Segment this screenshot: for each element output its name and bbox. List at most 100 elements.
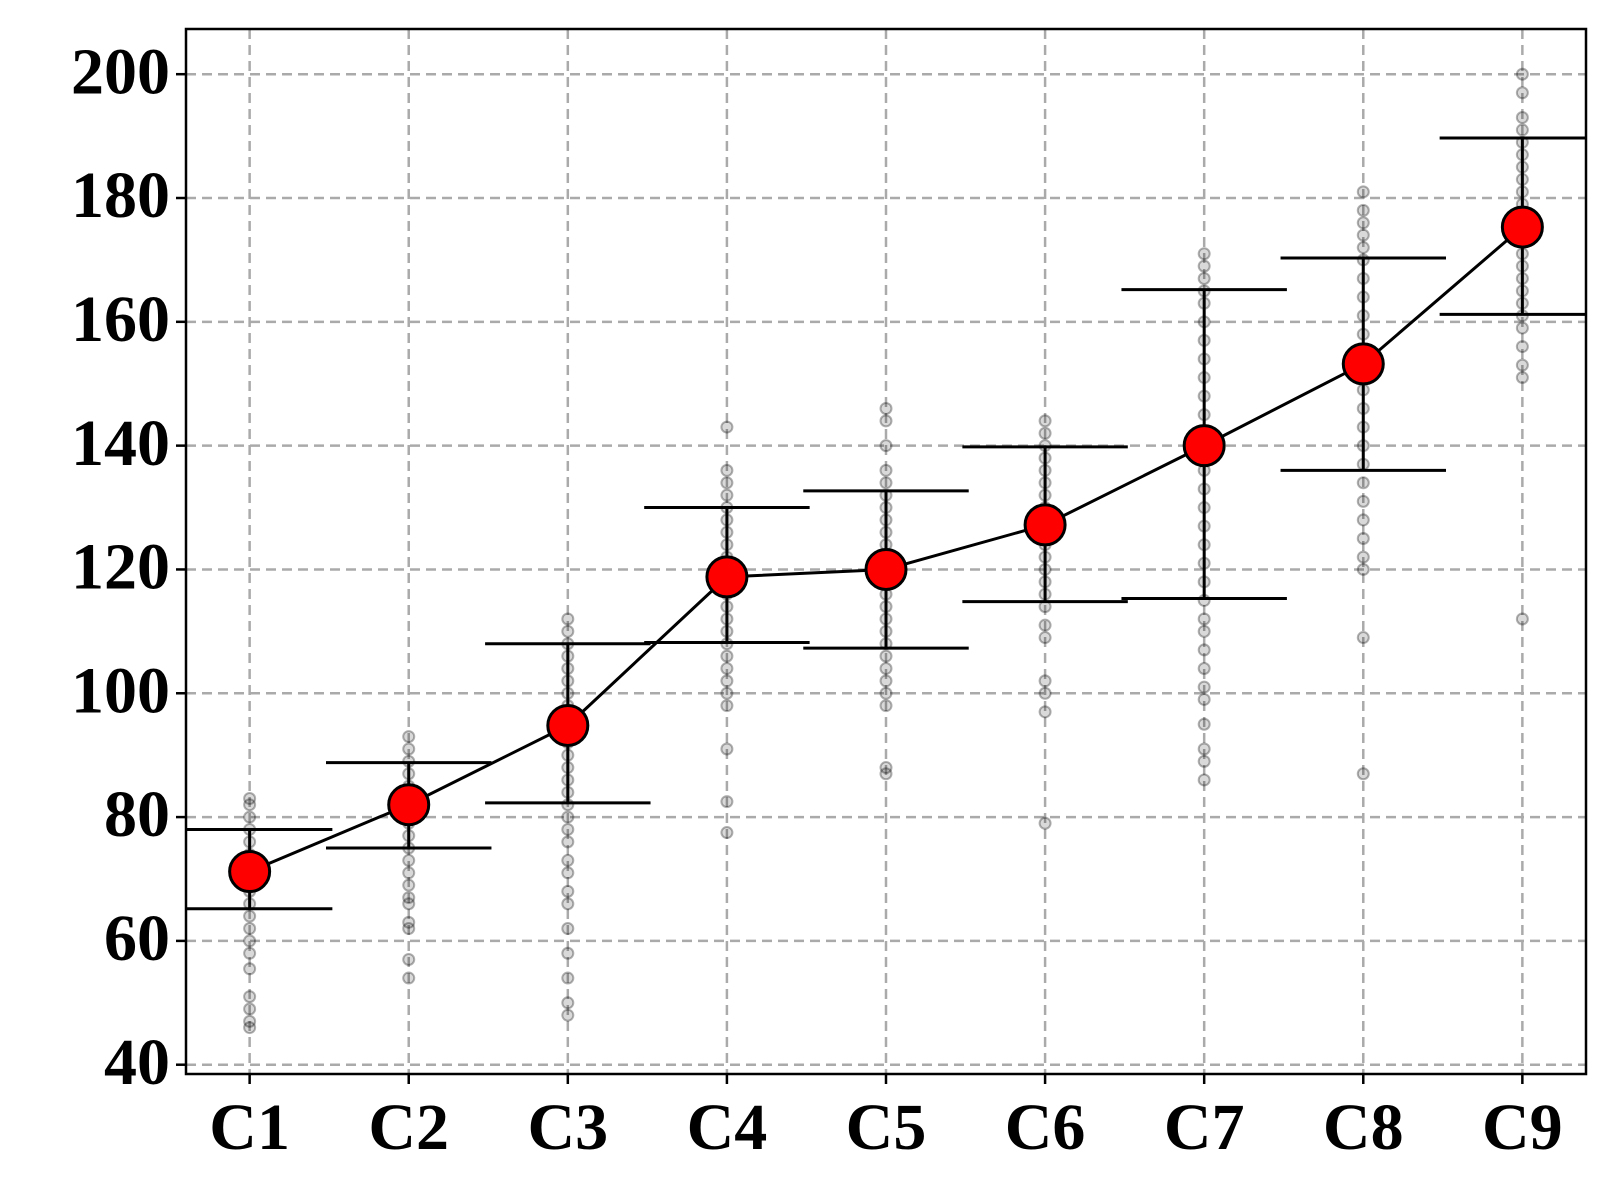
- y-tick-label: 80: [104, 778, 170, 851]
- data-point: [720, 420, 734, 434]
- data-point: [1038, 816, 1052, 830]
- data-point: [1356, 531, 1370, 545]
- data-point: [1515, 321, 1529, 335]
- data-point: [1515, 371, 1529, 385]
- data-point: [1356, 476, 1370, 490]
- data-point: [561, 884, 575, 898]
- data-point: [243, 909, 257, 923]
- data-point: [402, 897, 416, 911]
- data-point: [1356, 203, 1370, 217]
- data-point: [1515, 358, 1529, 372]
- x-tick-label: C2: [368, 1091, 449, 1164]
- data-point: [1038, 426, 1052, 440]
- x-tick-label: C9: [1482, 1091, 1563, 1164]
- data-point: [1197, 680, 1211, 694]
- data-point: [243, 962, 257, 976]
- y-tick-label: 180: [71, 159, 170, 232]
- data-point: [243, 1021, 257, 1035]
- data-point: [720, 488, 734, 502]
- data-point: [243, 792, 257, 806]
- data-point: [1356, 513, 1370, 527]
- data-point: [720, 476, 734, 490]
- x-tick-label: C8: [1323, 1091, 1404, 1164]
- data-point: [402, 742, 416, 756]
- data-point: [561, 971, 575, 985]
- data-point: [1356, 216, 1370, 230]
- y-tick-label: 100: [71, 654, 170, 727]
- x-tick-label: C4: [687, 1091, 768, 1164]
- data-point: [1356, 550, 1370, 564]
- data-point: [561, 897, 575, 911]
- x-tick-label: C5: [846, 1091, 927, 1164]
- mean-marker: [864, 547, 908, 591]
- data-point: [561, 835, 575, 849]
- data-point: [243, 934, 257, 948]
- mean-marker: [546, 703, 590, 747]
- mean-marker: [387, 783, 431, 827]
- data-point: [1197, 717, 1211, 731]
- data-point: [1197, 643, 1211, 657]
- data-point: [1197, 271, 1211, 285]
- data-point: [720, 795, 734, 809]
- data-point: [243, 1002, 257, 1016]
- data-point: [243, 990, 257, 1004]
- data-point: [1515, 111, 1529, 125]
- y-tick-label: 60: [104, 902, 170, 975]
- data-point: [561, 810, 575, 824]
- data-point: [243, 1014, 257, 1028]
- data-point: [1356, 494, 1370, 508]
- data-point: [561, 822, 575, 836]
- y-tick-label: 200: [71, 35, 170, 108]
- data-point: [879, 401, 893, 415]
- data-point: [1356, 631, 1370, 645]
- x-tick-label: C1: [209, 1091, 290, 1164]
- data-point: [1515, 123, 1529, 137]
- data-point: [879, 649, 893, 663]
- data-point: [720, 662, 734, 676]
- data-point: [720, 674, 734, 688]
- data-point: [720, 686, 734, 700]
- data-point: [1197, 754, 1211, 768]
- data-point: [1197, 624, 1211, 638]
- data-point: [1038, 631, 1052, 645]
- mean-marker: [228, 850, 272, 894]
- data-point: [720, 826, 734, 840]
- data-point: [1356, 562, 1370, 576]
- data-point: [1515, 86, 1529, 100]
- data-point: [402, 915, 416, 929]
- data-point: [402, 891, 416, 905]
- x-tick-label: C7: [1164, 1091, 1245, 1164]
- data-point: [1038, 414, 1052, 428]
- y-tick-label: 160: [71, 283, 170, 356]
- y-tick-label: 40: [104, 1026, 170, 1099]
- data-point: [402, 922, 416, 936]
- data-point: [879, 761, 893, 775]
- x-tick-label: C3: [527, 1091, 608, 1164]
- data-point: [243, 798, 257, 812]
- data-point: [720, 742, 734, 756]
- data-point: [1197, 742, 1211, 756]
- data-point: [561, 1008, 575, 1022]
- data-point: [1356, 185, 1370, 199]
- data-point: [1038, 686, 1052, 700]
- data-point: [879, 476, 893, 490]
- data-point: [402, 952, 416, 966]
- data-point: [879, 414, 893, 428]
- data-point: [561, 996, 575, 1010]
- data-point: [561, 946, 575, 960]
- data-point: [720, 649, 734, 663]
- data-point: [561, 853, 575, 867]
- data-point: [879, 699, 893, 713]
- data-point: [402, 971, 416, 985]
- data-point: [1515, 340, 1529, 354]
- data-point: [402, 853, 416, 867]
- data-point: [879, 767, 893, 781]
- y-tick-label: 140: [71, 407, 170, 480]
- data-point: [561, 922, 575, 936]
- data-point: [243, 946, 257, 960]
- data-point: [402, 866, 416, 880]
- data-point: [879, 674, 893, 688]
- data-point: [879, 686, 893, 700]
